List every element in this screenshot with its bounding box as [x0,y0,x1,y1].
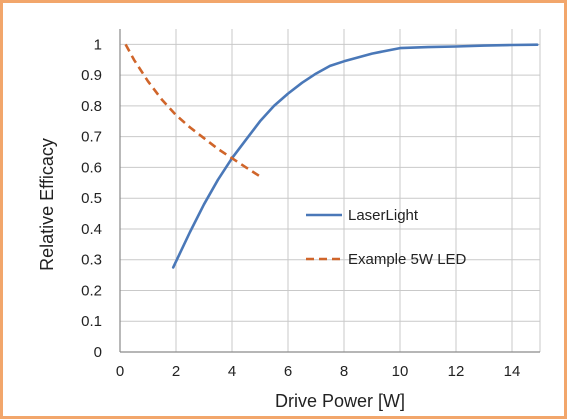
x-tick-label: 8 [340,363,348,380]
legend-label-laserlight: LaserLight [348,207,419,224]
y-tick-label: 0.1 [81,313,102,330]
y-tick-label: 0.7 [81,129,102,146]
series-line-laserlight [171,43,539,269]
y-tick-label: 0.3 [81,252,102,269]
x-tick-label: 2 [172,363,180,380]
x-tick-label: 4 [228,363,236,380]
series-lines [124,43,539,269]
x-tick-label: 12 [448,363,465,380]
y-tick-label: 0.4 [81,221,102,238]
legend: LaserLight Example 5W LED [306,207,467,268]
x-tick-label: 0 [116,363,124,380]
y-axis-label: Relative Efficacy [37,138,57,271]
y-tick-label: 0.9 [81,67,102,84]
y-tick-label: 1 [94,36,102,53]
y-tick-label: 0.5 [81,190,102,207]
y-tick-label: 0.8 [81,98,102,115]
y-tick-label: 0 [94,344,102,361]
grid [119,29,541,353]
x-axis-label: Drive Power [W] [275,391,405,411]
legend-label-led: Example 5W LED [348,251,467,268]
x-tick-label: 6 [284,363,292,380]
x-tick-label: 10 [392,363,409,380]
y-tick-label: 0.6 [81,159,102,176]
x-tick-label: 14 [504,363,521,380]
series-line-led [124,43,264,180]
tick-labels: 0 2 4 6 8 10 12 14 0 0.1 0.2 0.3 0.4 0.5 0.6 0.7 0.8 0.9 1 [81,36,520,380]
y-tick-label: 0.2 [81,282,102,299]
